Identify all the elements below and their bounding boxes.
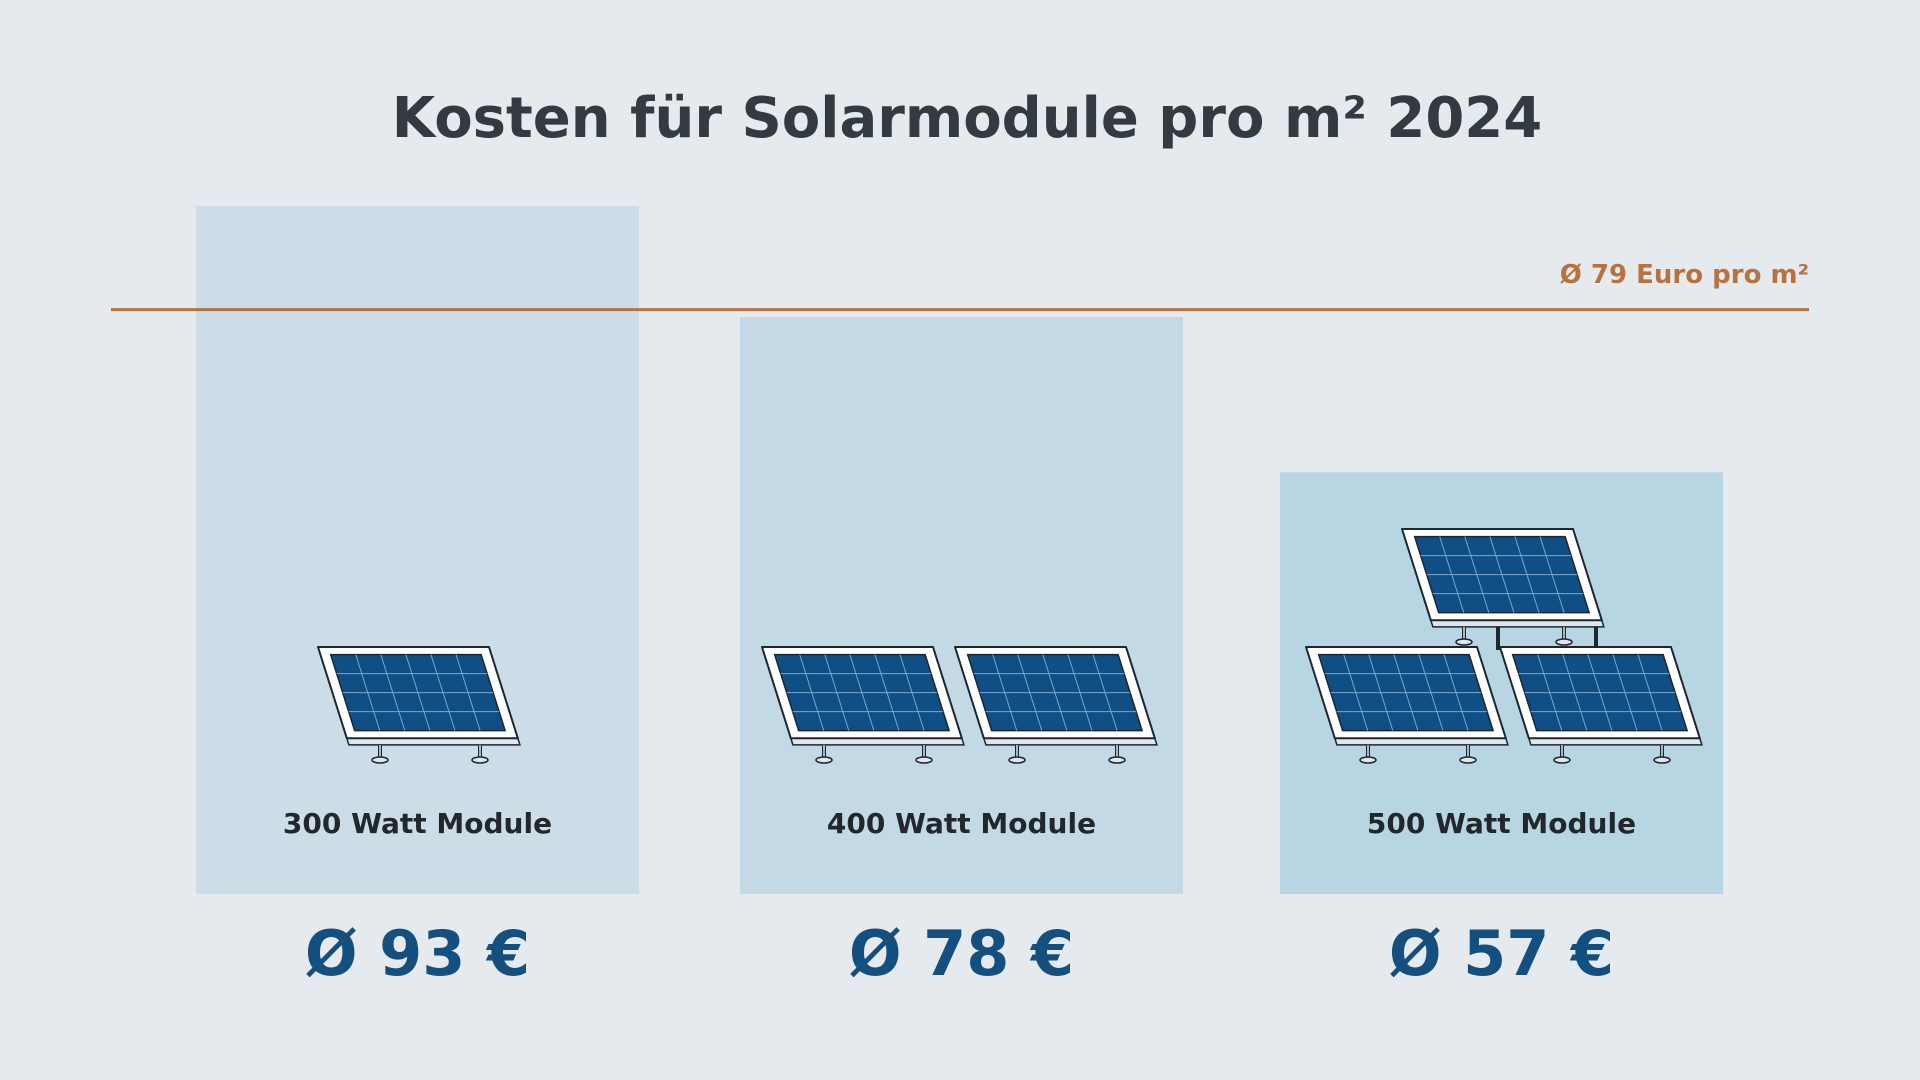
value-label: Ø 78 €	[849, 917, 1074, 990]
panel-foot	[815, 756, 833, 764]
bar	[740, 316, 1183, 894]
panel-foot	[371, 756, 389, 764]
panel-foot	[1553, 756, 1571, 764]
panel-foot	[1653, 756, 1671, 764]
solar-panel-icon	[1401, 528, 1605, 646]
solar-panel-icon	[1305, 646, 1509, 764]
reference-label: Ø 79 Euro pro m²	[1560, 260, 1809, 290]
panel-foot	[1359, 756, 1377, 764]
panel-foot	[1455, 638, 1473, 646]
panel-foot	[1555, 638, 1573, 646]
chart-title: Kosten für Solarmodule pro m² 2024	[392, 86, 1542, 151]
solar-panel-icon	[1499, 646, 1703, 764]
panel-foot	[1108, 756, 1126, 764]
solar-panel-icon	[761, 646, 965, 764]
panel-foot	[471, 756, 489, 764]
solar-panel-icon	[954, 646, 1158, 764]
panel-foot	[1008, 756, 1026, 764]
category-label: 300 Watt Module	[283, 807, 552, 840]
value-label: Ø 57 €	[1389, 917, 1614, 990]
solar-panel-icon	[317, 646, 521, 764]
category-label: 400 Watt Module	[827, 807, 1096, 840]
panel-foot	[1459, 756, 1477, 764]
category-label: 500 Watt Module	[1367, 807, 1636, 840]
panel-foot	[915, 756, 933, 764]
bar	[196, 206, 639, 894]
value-label: Ø 93 €	[305, 917, 530, 990]
